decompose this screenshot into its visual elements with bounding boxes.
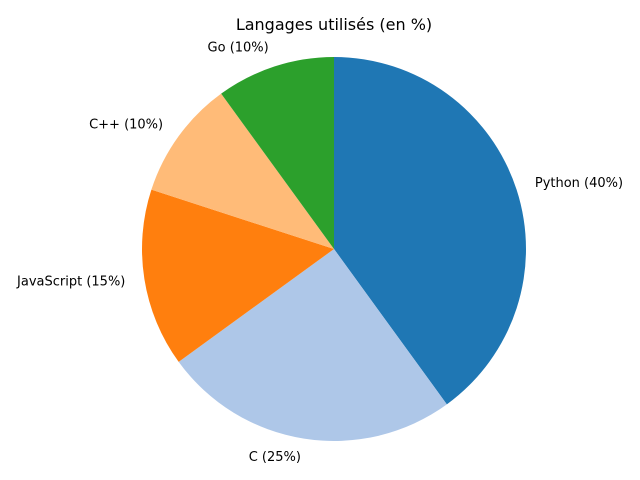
pie-label-go: Go (10%): [208, 41, 269, 56]
pie-slice-javascript: [142, 189, 334, 362]
pie-slice-c-: [151, 93, 334, 249]
pie-slice-python: [334, 57, 526, 405]
pie-labels: Python (40%) C (25%) JavaScript (15%) C++ (…: [16, 41, 623, 465]
pie-label-javascript: JavaScript (15%): [16, 275, 125, 290]
pie-label-python: Python (40%): [535, 176, 623, 191]
pie-slice-go: [221, 57, 334, 249]
pie-label-c: C (25%): [249, 450, 301, 465]
pie-label-c-: C++ (10%): [89, 117, 163, 132]
pie-slices: [142, 57, 526, 441]
chart-title: Langages utilisés (en %): [236, 15, 432, 34]
pie-slice-c: [178, 249, 447, 441]
